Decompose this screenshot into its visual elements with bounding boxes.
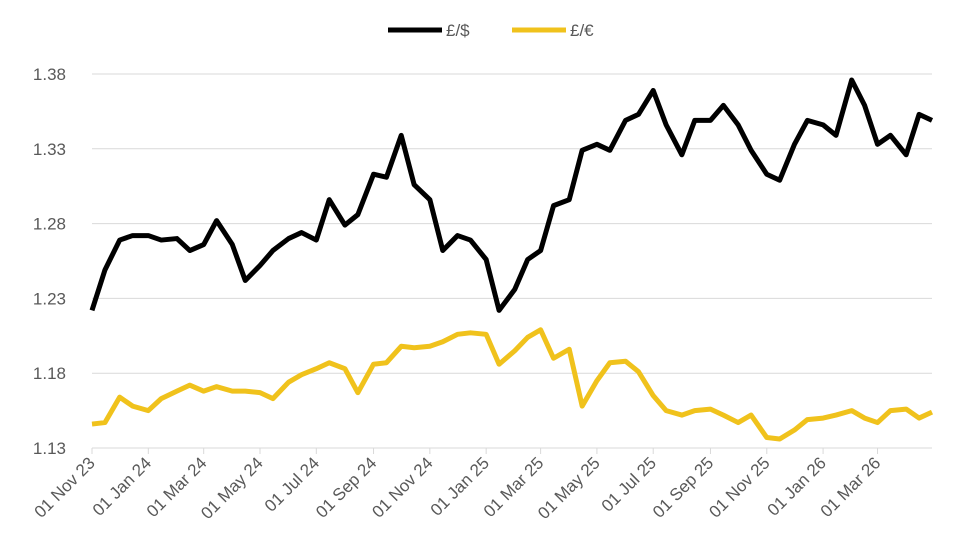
- x-tick-label: 01 Nov 24: [368, 453, 436, 521]
- line-series: [89, 77, 934, 313]
- y-tick-label: 1.23: [33, 289, 66, 308]
- x-tick-label: 01 Sep 24: [312, 453, 380, 521]
- y-tick-label: 1.28: [33, 215, 66, 234]
- x-tick-label: 01 Sep 25: [649, 453, 717, 521]
- y-tick-label: 1.13: [33, 439, 66, 458]
- x-tick-label: 01 Nov 25: [705, 453, 773, 521]
- legend-label: £/$: [446, 21, 470, 40]
- legend-label: £/€: [570, 21, 594, 40]
- x-tick-label: 01 May 25: [534, 453, 604, 523]
- y-tick-label: 1.33: [33, 140, 66, 159]
- line-series: [91, 327, 934, 442]
- y-tick-label: 1.18: [33, 364, 66, 383]
- x-tick-label: 01 May 24: [197, 453, 267, 523]
- x-tick-label: 01 Mar 26: [817, 453, 885, 521]
- x-tick-label: 01 Nov 23: [31, 453, 99, 521]
- y-tick-label: 1.38: [33, 65, 66, 84]
